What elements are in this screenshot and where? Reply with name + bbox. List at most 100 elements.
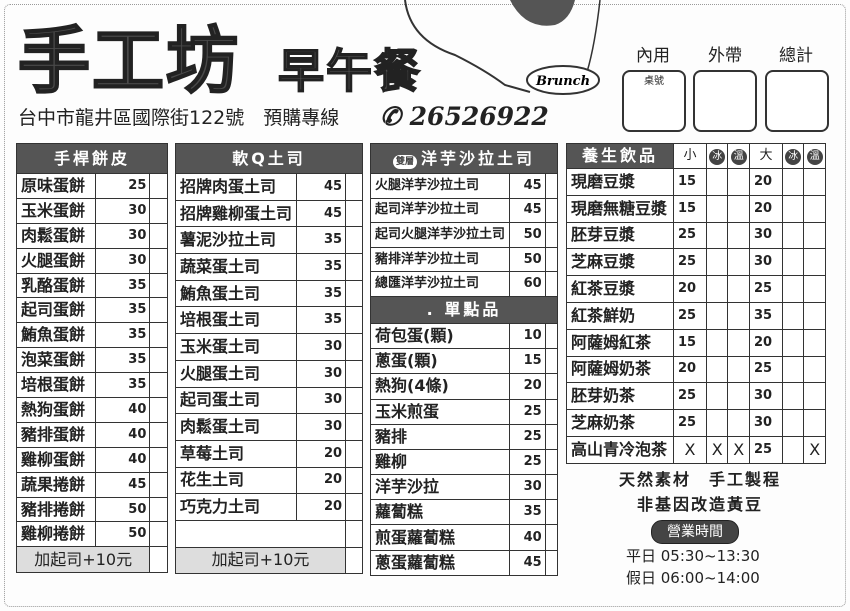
- order-quantity-cell[interactable]: [149, 421, 168, 448]
- order-quantity-cell[interactable]: [781, 248, 805, 277]
- order-quantity-cell[interactable]: [803, 355, 826, 384]
- drink-price: 20: [748, 168, 783, 196]
- order-quantity-cell[interactable]: [781, 221, 805, 250]
- order-quantity-cell[interactable]: [345, 493, 363, 521]
- order-quantity-cell[interactable]: [149, 521, 168, 548]
- order-quantity-cell[interactable]: [149, 173, 168, 199]
- order-quantity-cell[interactable]: [727, 275, 750, 303]
- drink-price: 25: [748, 355, 783, 384]
- order-quantity-cell[interactable]: [149, 197, 168, 224]
- order-quantity-cell[interactable]: [345, 519, 363, 548]
- order-quantity-cell[interactable]: [727, 248, 750, 277]
- total-box[interactable]: [765, 70, 829, 132]
- order-quantity-cell[interactable]: [803, 301, 826, 330]
- order-quantity-cell[interactable]: [149, 222, 168, 249]
- order-quantity-cell[interactable]: [345, 226, 363, 255]
- order-quantity-cell[interactable]: [345, 546, 363, 574]
- order-quantity-cell[interactable]: [544, 398, 559, 425]
- order-quantity-cell[interactable]: [544, 173, 559, 199]
- order-quantity-cell[interactable]: [781, 275, 805, 303]
- order-quantity-cell[interactable]: [544, 448, 559, 476]
- order-quantity-cell[interactable]: [705, 328, 729, 357]
- order-quantity-cell[interactable]: [803, 221, 826, 250]
- order-quantity-cell[interactable]: [803, 409, 826, 437]
- order-quantity-cell[interactable]: [544, 271, 559, 297]
- order-quantity-cell[interactable]: [803, 328, 826, 357]
- order-quantity-cell[interactable]: [345, 386, 363, 415]
- order-quantity-cell[interactable]: [727, 355, 750, 384]
- order-quantity-cell[interactable]: [149, 372, 168, 399]
- address: 台中市龍井區國際街122號: [18, 107, 245, 129]
- order-quantity-cell[interactable]: [727, 194, 750, 223]
- order-quantity-cell[interactable]: [781, 168, 805, 196]
- order-quantity-cell[interactable]: [345, 253, 363, 281]
- order-quantity-cell[interactable]: [345, 199, 363, 228]
- order-quantity-cell[interactable]: [705, 275, 729, 303]
- order-quantity-cell[interactable]: [781, 435, 805, 464]
- order-quantity-cell[interactable]: [803, 194, 826, 223]
- order-quantity-cell[interactable]: [781, 355, 805, 384]
- order-quantity-cell[interactable]: [705, 168, 729, 196]
- order-quantity-cell[interactable]: [705, 301, 729, 330]
- order-quantity-cell[interactable]: [544, 423, 559, 450]
- item-price: 35: [509, 499, 546, 526]
- order-quantity-cell[interactable]: [705, 382, 729, 411]
- order-quantity-cell[interactable]: [149, 297, 168, 324]
- order-quantity-cell[interactable]: [727, 301, 750, 330]
- order-quantity-cell[interactable]: [781, 194, 805, 223]
- order-quantity-cell[interactable]: [149, 546, 168, 574]
- takeout-box[interactable]: [693, 70, 757, 132]
- order-quantity-cell[interactable]: [345, 466, 363, 495]
- order-quantity-cell[interactable]: [345, 333, 363, 361]
- order-quantity-cell[interactable]: [781, 301, 805, 330]
- order-quantity-cell[interactable]: [727, 221, 750, 250]
- order-quantity-cell[interactable]: [781, 409, 805, 437]
- order-quantity-cell[interactable]: [149, 446, 168, 473]
- order-quantity-cell[interactable]: [149, 397, 168, 423]
- order-quantity-cell[interactable]: [345, 439, 363, 468]
- order-quantity-cell[interactable]: [345, 359, 363, 388]
- order-quantity-cell[interactable]: [705, 248, 729, 277]
- order-quantity-cell[interactable]: [149, 247, 168, 274]
- order-quantity-cell[interactable]: [544, 499, 559, 526]
- order-quantity-cell[interactable]: [345, 173, 363, 201]
- dine-in-box[interactable]: 桌號: [622, 70, 686, 132]
- order-quantity-cell[interactable]: [705, 194, 729, 223]
- order-quantity-cell[interactable]: [803, 168, 826, 196]
- order-quantity-cell[interactable]: [345, 306, 363, 335]
- drink-name: 紅茶豆漿: [566, 275, 674, 303]
- order-quantity-cell[interactable]: [803, 382, 826, 411]
- order-quantity-cell[interactable]: [544, 549, 559, 576]
- order-quantity-cell[interactable]: [727, 328, 750, 357]
- order-quantity-cell[interactable]: [544, 322, 559, 350]
- order-quantity-cell[interactable]: [149, 496, 168, 523]
- order-quantity-cell[interactable]: [345, 413, 363, 441]
- order-quantity-cell[interactable]: [781, 328, 805, 357]
- order-quantity-cell[interactable]: [781, 382, 805, 411]
- order-quantity-cell[interactable]: [544, 246, 559, 273]
- potato-salad-table: 雙層 洋芋沙拉土司 火腿洋芋沙拉土司 45 起司洋芋沙拉土司 45 起司火腿洋芋沙拉土司 50…: [369, 143, 559, 576]
- order-quantity-cell[interactable]: [705, 409, 729, 437]
- order-quantity-cell[interactable]: [345, 279, 363, 308]
- item-price: 35: [296, 253, 347, 281]
- order-quantity-cell[interactable]: [727, 382, 750, 411]
- order-quantity-cell[interactable]: [803, 275, 826, 303]
- order-quantity-cell[interactable]: [544, 222, 559, 248]
- order-quantity-cell[interactable]: [544, 197, 559, 224]
- order-quantity-cell[interactable]: [727, 168, 750, 196]
- order-quantity-cell[interactable]: [544, 348, 559, 375]
- item-name: 鮪魚蛋餅: [16, 322, 96, 349]
- menu-item-row: 起司蛋餅 35: [16, 297, 168, 324]
- order-quantity-cell[interactable]: [727, 409, 750, 437]
- order-quantity-cell[interactable]: [544, 474, 559, 501]
- order-quantity-cell[interactable]: [544, 373, 559, 400]
- order-quantity-cell[interactable]: [149, 471, 168, 498]
- order-quantity-cell[interactable]: [705, 221, 729, 250]
- order-quantity-cell[interactable]: [705, 355, 729, 384]
- order-quantity-cell[interactable]: [149, 322, 168, 349]
- order-quantity-cell[interactable]: [149, 272, 168, 299]
- order-quantity-cell[interactable]: [544, 524, 559, 551]
- phone-text: 26526922: [409, 102, 549, 131]
- order-quantity-cell[interactable]: [149, 347, 168, 374]
- order-quantity-cell[interactable]: [803, 248, 826, 277]
